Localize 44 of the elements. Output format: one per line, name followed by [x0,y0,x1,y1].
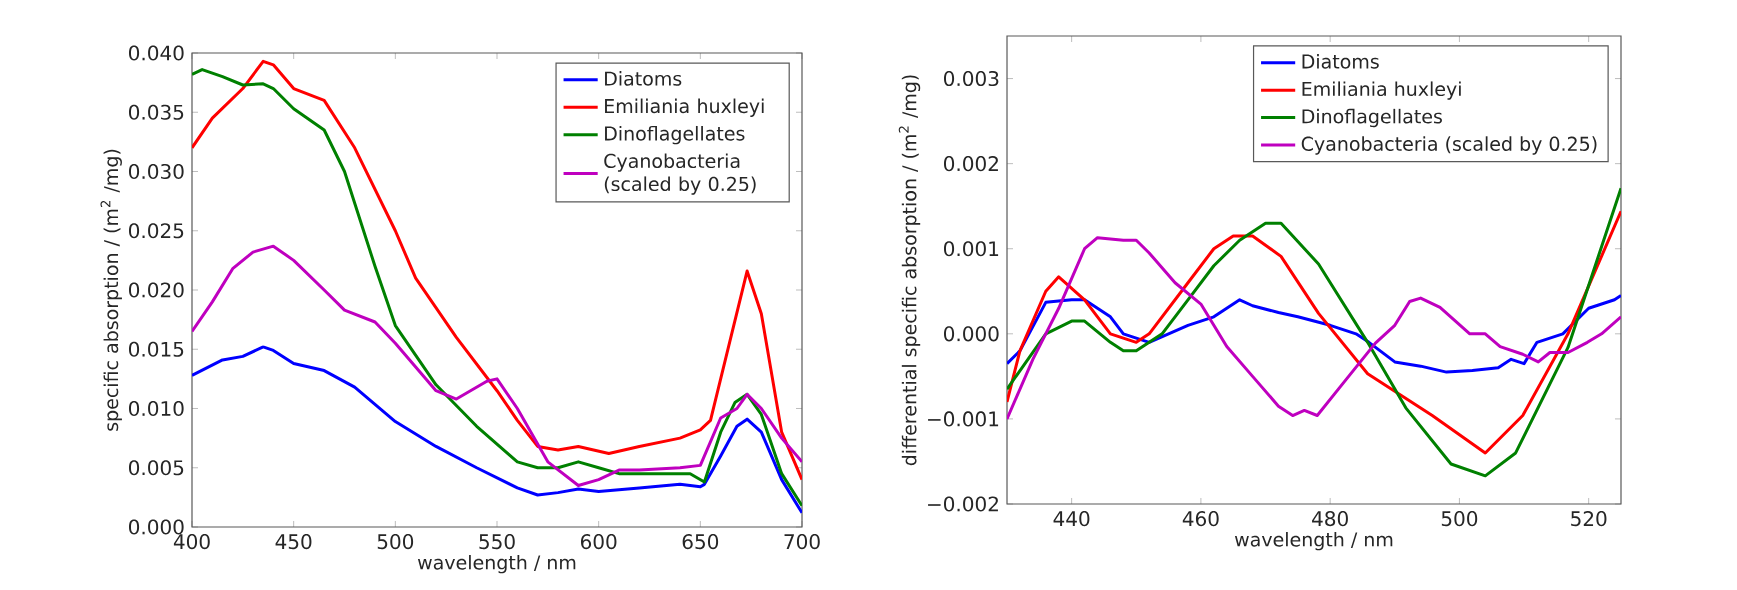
x-tick-label: 460 [1182,511,1219,527]
y-tick-label: −0.002 [928,496,998,512]
line-series [1007,186,1621,478]
y-tick-label: 0.010 [129,400,184,417]
y-tick-label: 0.001 [944,241,999,257]
legend-label: Diatoms [1302,53,1379,69]
x-tick-label: 520 [1571,511,1607,527]
y-tick-label: 0.000 [944,326,999,342]
y-tick-label: 0.015 [129,341,184,357]
y-tick-label: 0.035 [129,104,184,120]
y-axis-title: specific absorption / (m$^{2}$ /mg) [100,149,122,431]
legend-label: Diatoms [605,71,682,86]
x-tick-label: 400 [173,534,210,550]
legend-label: Dinoflagellates [605,125,745,145]
x-tick-label: 650 [682,534,719,550]
line-series [1007,209,1621,455]
legend-label: Emiliania huxleyi [605,98,764,117]
y-tick-label: 0.025 [129,223,184,239]
y-tick-label: 0.005 [129,460,184,476]
y-tick-label: 0.040 [129,45,184,61]
legend-label: Emiliania huxleyi [1302,81,1461,100]
y-tick-label: −0.001 [928,411,999,427]
x-tick-label: 480 [1312,511,1348,527]
x-axis-title: wavelength / nm [417,554,576,574]
legend-label: Dinoflagellates [1302,108,1442,128]
y-tick-label: 0.020 [129,282,184,298]
y-tick-label: 0.030 [129,163,184,180]
y-axis-title: differential specific absorption / (m$^{2}$ /mg) [898,75,921,466]
legend-label: Cyanobacteria (scaled by 0.25) [604,153,756,195]
y-tick-label: 0.003 [944,70,999,87]
x-tick-label: 550 [479,534,515,550]
line-series [1007,236,1621,421]
x-tick-label: 500 [1441,511,1478,527]
line-series [192,345,802,515]
x-tick-label: 700 [784,534,820,550]
x-axis-title: wavelength / nm [1234,531,1393,551]
y-tick-label: 0.002 [944,156,998,172]
x-tick-label: 440 [1053,511,1090,527]
x-tick-label: 600 [580,534,617,550]
y-tick-label: 0.000 [129,519,184,535]
x-tick-label: 500 [377,534,414,550]
x-tick-label: 450 [275,534,312,550]
line-series [192,244,802,488]
legend-label: Cyanobacteria (scaled by 0.25) [1301,136,1597,155]
